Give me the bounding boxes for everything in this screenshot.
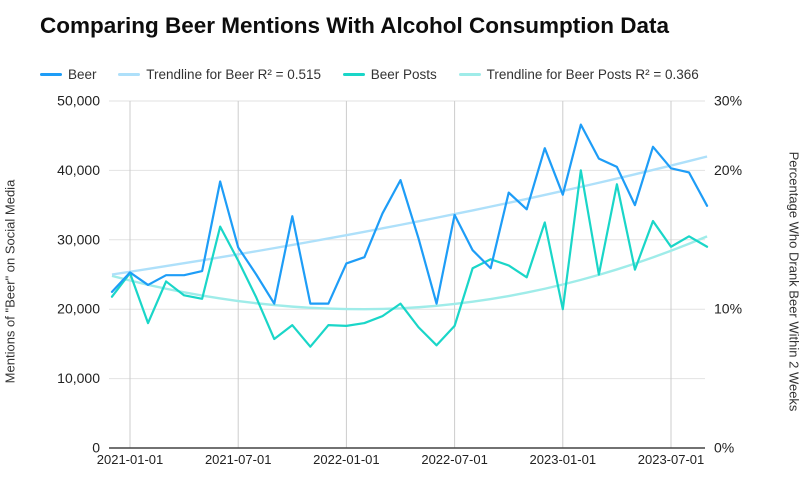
svg-text:10%: 10% [714,301,742,317]
svg-text:2023-07-01: 2023-07-01 [638,452,705,467]
svg-text:2021-01-01: 2021-01-01 [97,452,164,467]
svg-text:2022-07-01: 2022-07-01 [421,452,488,467]
svg-text:30%: 30% [714,93,742,109]
svg-text:30,000: 30,000 [57,231,100,247]
svg-text:2023-01-01: 2023-01-01 [530,452,597,467]
svg-text:10,000: 10,000 [57,370,100,386]
svg-text:50,000: 50,000 [57,93,100,109]
svg-text:0%: 0% [714,440,734,456]
svg-text:40,000: 40,000 [57,162,100,178]
svg-text:20%: 20% [714,162,742,178]
svg-text:2021-07-01: 2021-07-01 [205,452,272,467]
svg-text:20,000: 20,000 [57,301,100,317]
svg-text:2022-01-01: 2022-01-01 [313,452,380,467]
